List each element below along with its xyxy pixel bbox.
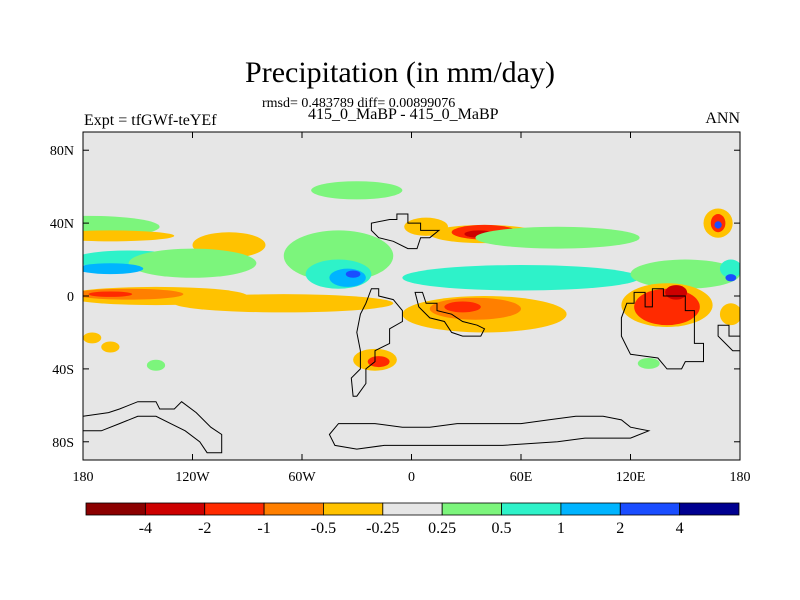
colorbar-label: -2 (198, 520, 211, 537)
anomaly-atlantic-darkblue-core (345, 270, 361, 278)
colorbar-label: 0.5 (492, 520, 512, 537)
anomaly-n-pacific-green-patch (128, 248, 257, 278)
colorbar-swatch (263, 502, 324, 516)
anomaly-indian-cyan-band (402, 265, 640, 291)
coastline-africa-eurasia-block (414, 291, 486, 337)
anomaly-se-pacific-orange-patch (719, 303, 740, 326)
colorbar: -4 -2 -1 -0.5 -0.25 0.25 0.5 1 2 4 (85, 502, 740, 537)
anomaly-africa-red-core (444, 301, 481, 313)
coastline-antarctica (83, 401, 223, 454)
coastline-south-america (350, 288, 403, 397)
anomaly-far-east-cyan-patch (719, 259, 740, 278)
coastline-antarctica-east (328, 415, 651, 450)
x-tick-label: 180 (730, 470, 751, 485)
y-tick-label: 80N (50, 144, 74, 159)
anomaly-arctic-green-patch (311, 181, 403, 200)
colorbar-swatch (144, 502, 206, 516)
anomaly-tropical-red-core (88, 291, 133, 297)
colorbar-label: -4 (139, 520, 152, 537)
anomaly-maritime-darkred-core (665, 285, 688, 300)
colorbar-label: 2 (616, 520, 624, 537)
y-tick-label: 0 (67, 290, 74, 305)
colorbar-label: 4 (676, 520, 684, 537)
x-tick-label: 120W (175, 470, 210, 485)
experiment-label: Expt = tfGWf-teYEf (84, 112, 217, 129)
anomaly-s-pacific-green-patch (146, 359, 166, 371)
anomaly-maritime-red-patch (634, 288, 700, 326)
y-tick-label: 80S (52, 436, 74, 451)
season-label: ANN (705, 110, 740, 127)
colorbar-swatch (204, 502, 265, 516)
anomaly-far-east-blue-core (725, 274, 737, 282)
coastline-asia-south (620, 288, 704, 370)
anomaly-indian-green-band (475, 226, 640, 249)
colorbar-swatch (619, 502, 681, 516)
x-tick-label: 120E (616, 470, 646, 485)
anomaly-nw-pacific-blue-core (714, 221, 722, 229)
colorbar-swatch (560, 502, 621, 516)
colorbar-label: -1 (257, 520, 270, 537)
x-tick-label: 180 (73, 470, 94, 485)
anomaly-nh-midlat-orange-band (83, 230, 175, 242)
colorbar-swatch (85, 502, 146, 516)
anomaly-tropical-red-band (83, 288, 184, 300)
anomaly-atlantic-blue-patch (329, 268, 366, 287)
colorbar-label: -0.25 (366, 520, 399, 537)
axis-ticks: 180 120W 60W 0 60E 120E 180 80N 40N 0 40S 80S (50, 132, 751, 485)
colorbar-label: -0.5 (311, 520, 336, 537)
anomaly-s-indian-green-patch (637, 357, 660, 369)
anomaly-south-equatorial-orange-band (174, 294, 394, 313)
colorbar-swatch (679, 502, 740, 516)
y-tick-label: 40S (52, 363, 74, 378)
colorbar-label: 1 (557, 520, 565, 537)
coastline-far-east-coast (717, 324, 740, 352)
anomaly-s-pacific-orange-patch-2 (101, 341, 120, 353)
anomaly-s-atlantic-red-patch (367, 356, 390, 368)
coastline-north-america (370, 213, 441, 250)
anomaly-w-pacific-green-band (630, 259, 740, 289)
colorbar-swatch (441, 502, 502, 516)
coastline-layer (83, 213, 740, 454)
figure-title: Precipitation (in mm/day) (245, 56, 555, 89)
x-tick-label: 60W (288, 470, 316, 485)
colorbar-swatch (501, 502, 562, 516)
colorbar-swatch (382, 502, 443, 516)
subtitle-label: 415_0_MaBP - 415_0_MaBP (308, 106, 499, 123)
x-tick-label: 60E (510, 470, 533, 485)
colorbar-swatch (323, 502, 384, 516)
x-tick-label: 0 (408, 470, 415, 485)
y-tick-label: 40N (50, 217, 74, 232)
colorbar-label: 0.25 (428, 520, 456, 537)
precip-anomaly-layer (83, 181, 740, 371)
anomaly-pacific-blue-band (83, 263, 144, 275)
stats-label: rmsd= 0.483789 diff= 0.00899076 (262, 96, 456, 111)
anomaly-s-pacific-orange-patch (83, 332, 102, 344)
